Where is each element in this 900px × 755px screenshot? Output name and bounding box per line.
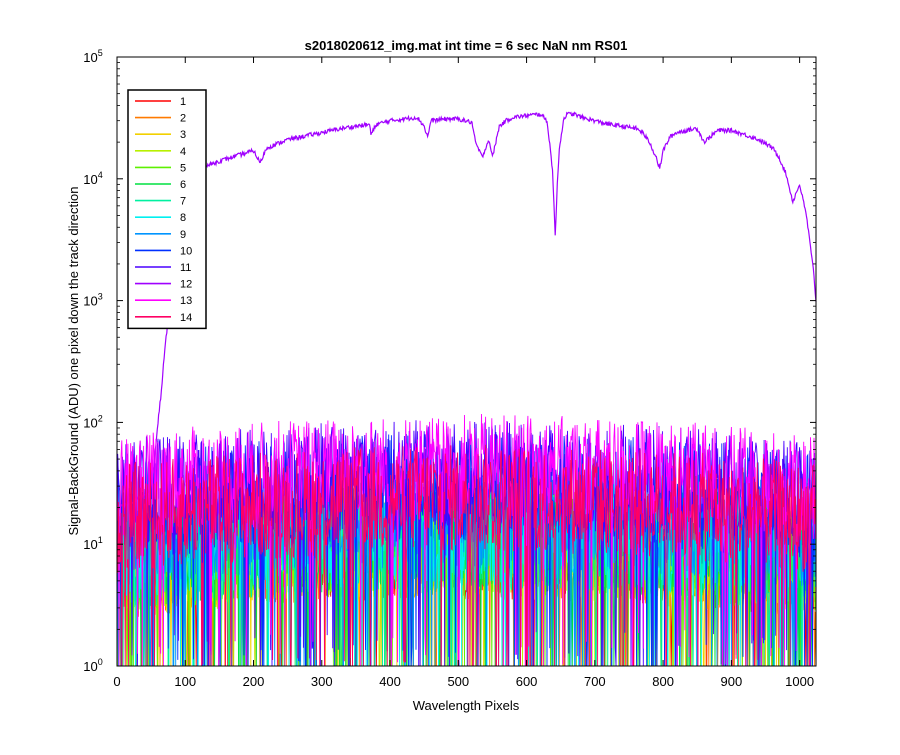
legend-label-7: 7 — [180, 196, 186, 208]
y-tick-label: 101 — [83, 535, 102, 552]
series-line-14 — [116, 444, 817, 668]
legend-label-4: 4 — [180, 146, 186, 158]
y-axis-label: Signal-BackGround (ADU) one pixel down t… — [66, 186, 81, 535]
y-tick-label: 105 — [83, 48, 102, 65]
x-tick-label: 900 — [721, 674, 743, 689]
x-tick-label: 400 — [379, 674, 401, 689]
axes-box — [116, 56, 817, 667]
axes-layer — [116, 56, 817, 667]
legend-label-3: 3 — [180, 129, 186, 141]
y-tick-label: 104 — [83, 170, 102, 187]
legend-label-14: 14 — [180, 312, 192, 324]
x-tick-label: 700 — [584, 674, 606, 689]
y-tick-label: 100 — [83, 657, 102, 674]
legend-box — [127, 89, 207, 330]
x-tick-label: 300 — [311, 674, 333, 689]
legend-label-1: 1 — [180, 96, 186, 108]
chart-title: s2018020612_img.mat int time = 6 sec NaN… — [305, 38, 628, 53]
legend-label-11: 11 — [180, 262, 191, 274]
legend-label-10: 10 — [180, 245, 192, 257]
legend-label-12: 12 — [180, 279, 192, 291]
x-tick-label: 200 — [243, 674, 265, 689]
legend-label-6: 6 — [180, 179, 186, 191]
legend-label-2: 2 — [180, 113, 186, 125]
legend-label-9: 9 — [180, 229, 186, 241]
series-layer — [116, 111, 817, 668]
x-tick-label: 500 — [447, 674, 469, 689]
series-line-12 — [116, 111, 817, 511]
y-tick-label: 103 — [83, 292, 102, 309]
legend-label-5: 5 — [180, 162, 186, 174]
ticks-layer: 0 100 200 300 400 500 600 700 800 900 100010010110… — [83, 48, 816, 689]
x-tick-label: 100 — [174, 674, 196, 689]
x-axis-label: Wavelength Pixels — [413, 698, 520, 713]
x-tick-label: 600 — [516, 674, 538, 689]
y-tick-label: 102 — [83, 413, 102, 430]
legend-label-8: 8 — [180, 212, 186, 224]
x-tick-label: 800 — [652, 674, 674, 689]
legend-label-13: 13 — [180, 295, 192, 307]
x-tick-label: 0 — [113, 674, 120, 689]
x-tick-label: 1000 — [785, 674, 814, 689]
